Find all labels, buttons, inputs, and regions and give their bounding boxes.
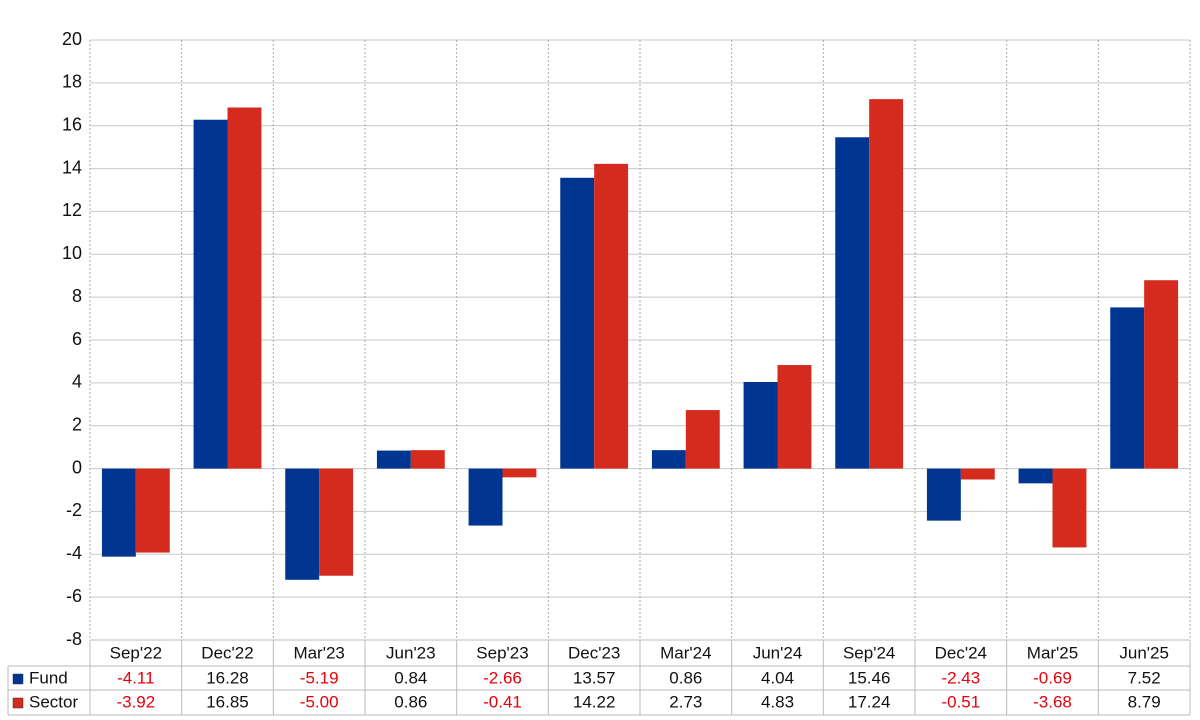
x-tick-label: Mar'23 — [293, 643, 344, 662]
bar — [1018, 468, 1053, 484]
y-tick-label: 20 — [62, 29, 82, 49]
y-tick-label: 4 — [72, 372, 82, 392]
table-value: 0.86 — [669, 668, 702, 687]
y-tick-label: -6 — [66, 586, 82, 606]
bar — [594, 163, 629, 469]
table-value: 15.46 — [848, 668, 891, 687]
bar — [285, 468, 320, 580]
y-tick-label: 2 — [72, 414, 82, 434]
x-tick-label: Mar'25 — [1027, 643, 1078, 662]
bar — [101, 468, 136, 557]
bar — [410, 450, 445, 469]
table-value: 13.57 — [573, 668, 616, 687]
bar — [227, 107, 262, 469]
y-tick-label: 10 — [62, 243, 82, 263]
table-value: 0.84 — [394, 668, 427, 687]
y-tick-label: -8 — [66, 629, 82, 649]
table-value: -0.41 — [483, 692, 522, 711]
table-value: -5.19 — [300, 668, 339, 687]
legend-label: Fund — [29, 668, 68, 687]
y-tick-label: 16 — [62, 114, 82, 134]
y-tick-label: 6 — [72, 329, 82, 349]
table-value: -2.43 — [941, 668, 980, 687]
table-value: -0.69 — [1033, 668, 1072, 687]
table-value: -0.51 — [941, 692, 980, 711]
bar — [960, 468, 995, 480]
bar — [926, 468, 961, 521]
table-value: -4.11 — [117, 668, 155, 687]
bar — [743, 382, 778, 469]
x-tick-label: Dec'24 — [935, 643, 987, 662]
x-tick-label: Jun'25 — [1119, 643, 1169, 662]
legend-swatch — [12, 697, 24, 709]
table-value: 2.73 — [669, 692, 702, 711]
table-value: 4.83 — [761, 692, 794, 711]
x-tick-label: Sep'22 — [110, 643, 162, 662]
table-value: -3.68 — [1033, 692, 1072, 711]
table-value: -5.00 — [300, 692, 339, 711]
legend-swatch — [12, 673, 24, 685]
bar — [651, 450, 686, 469]
x-tick-label: Sep'23 — [476, 643, 528, 662]
bar — [835, 137, 870, 469]
table-value: 8.79 — [1128, 692, 1161, 711]
table-value: 4.04 — [761, 668, 794, 687]
table-value: -2.66 — [483, 668, 522, 687]
y-tick-label: -2 — [66, 500, 82, 520]
x-tick-label: Jun'23 — [386, 643, 436, 662]
x-tick-label: Sep'24 — [843, 643, 895, 662]
x-tick-label: Dec'22 — [201, 643, 253, 662]
bar — [1144, 280, 1179, 469]
bar — [869, 99, 904, 469]
bar — [1052, 468, 1087, 548]
bar — [376, 450, 411, 469]
x-tick-label: Jun'24 — [753, 643, 803, 662]
legend-label: Sector — [29, 692, 78, 711]
bar — [685, 410, 720, 469]
y-tick-label: -4 — [66, 543, 82, 563]
table-value: 16.28 — [206, 668, 249, 687]
bar — [777, 365, 812, 469]
table-value: 0.86 — [394, 692, 427, 711]
table-value: -3.92 — [116, 692, 155, 711]
y-tick-label: 18 — [62, 72, 82, 92]
y-tick-label: 14 — [62, 157, 82, 177]
bar — [319, 468, 354, 576]
bar — [502, 468, 537, 478]
table-value: 17.24 — [848, 692, 891, 711]
table-value: 16.85 — [206, 692, 249, 711]
y-tick-label: 0 — [72, 457, 82, 477]
x-tick-label: Mar'24 — [660, 643, 711, 662]
bar — [468, 468, 503, 526]
bar — [560, 177, 595, 469]
bar — [1110, 307, 1145, 469]
x-tick-label: Dec'23 — [568, 643, 620, 662]
y-tick-label: 8 — [72, 286, 82, 306]
table-value: 7.52 — [1128, 668, 1161, 687]
y-tick-label: 12 — [62, 200, 82, 220]
table-value: 14.22 — [573, 692, 616, 711]
bar — [135, 468, 170, 553]
bar — [193, 119, 228, 469]
